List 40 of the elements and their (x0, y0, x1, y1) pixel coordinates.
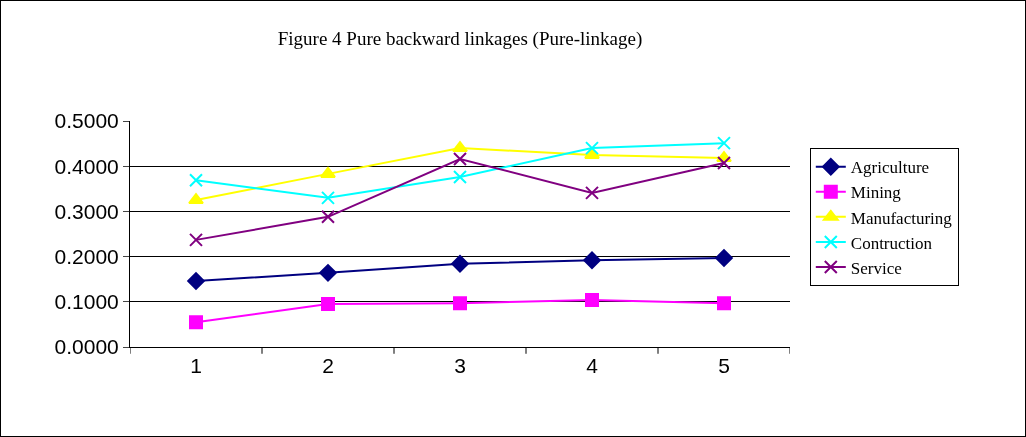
point (321, 190, 335, 205)
point (189, 315, 203, 330)
point (187, 272, 205, 290)
legend-label: Agriculture (850, 158, 930, 178)
point (320, 166, 336, 178)
point (452, 141, 468, 153)
point (453, 296, 467, 311)
x-tick-label: 5 (718, 354, 730, 378)
y-tick-label: 0.3000 (54, 199, 119, 223)
legend-label: Mining (850, 183, 902, 203)
point (717, 156, 731, 171)
y-tick-label: 0.2000 (54, 244, 119, 268)
legend-label: Contruction (850, 233, 933, 253)
x-tick-label: 2 (322, 354, 334, 378)
point (717, 136, 731, 151)
y-tick-label: 0.5000 (54, 109, 119, 133)
legend-label: Manufacturing (850, 208, 953, 228)
point (585, 141, 599, 156)
point (585, 185, 599, 200)
x-tick-label: 4 (586, 354, 599, 378)
point (321, 209, 335, 224)
point (319, 264, 337, 282)
legend-label: Service (850, 258, 902, 278)
point (321, 297, 335, 312)
point (188, 193, 204, 205)
point (715, 249, 733, 267)
point (453, 170, 467, 185)
y-tick-label: 0.1000 (54, 290, 119, 314)
point (189, 232, 203, 247)
point (453, 151, 467, 166)
point (717, 296, 731, 311)
chart-title: Figure 4 Pure backward linkages (Pure-linkage) (277, 27, 643, 50)
y-tick-label: 0.0000 (54, 335, 119, 359)
point (585, 292, 599, 307)
point (583, 251, 601, 270)
y-tick-label: 0.4000 (54, 154, 119, 178)
point (451, 255, 469, 273)
x-tick-label: 1 (190, 354, 202, 378)
point (189, 173, 203, 188)
x-tick-label: 3 (454, 354, 466, 378)
